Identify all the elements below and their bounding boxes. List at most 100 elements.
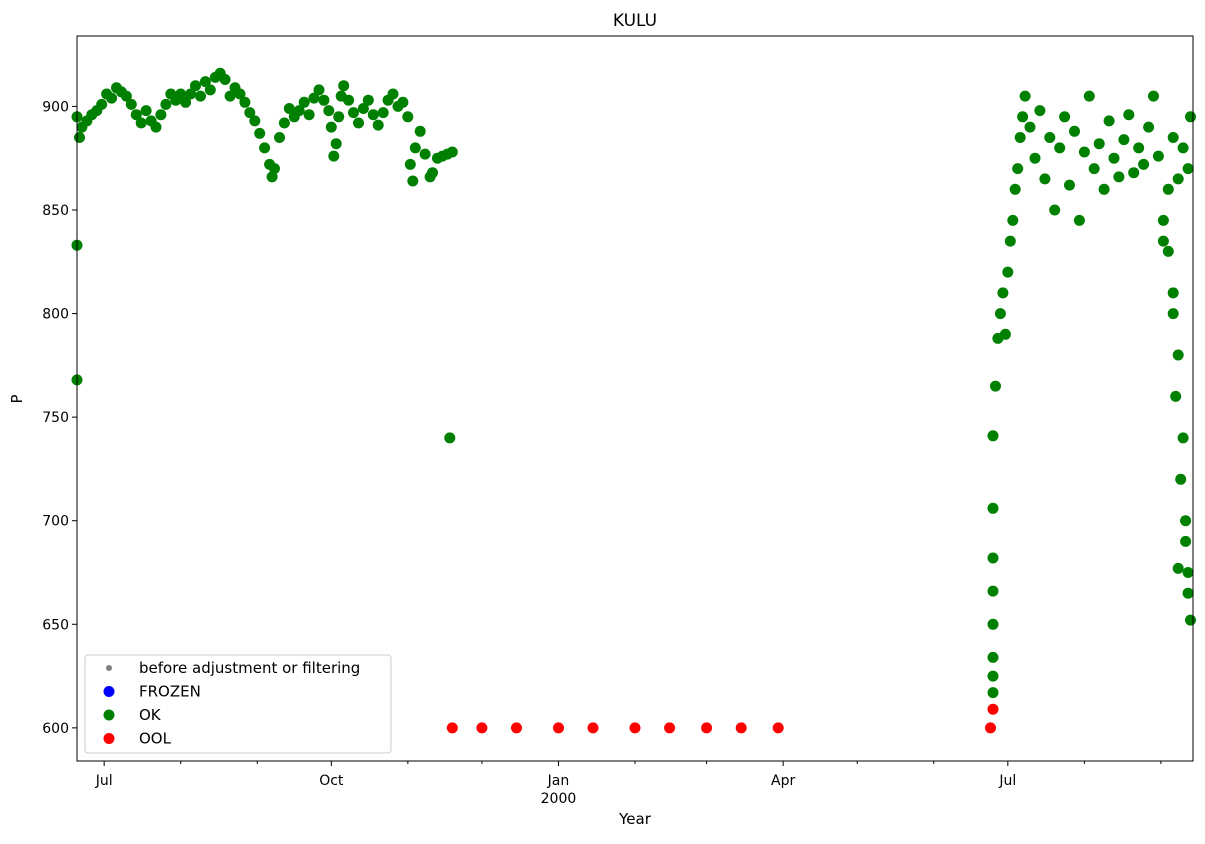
- point-ok: [1133, 142, 1145, 154]
- point-ok: [1118, 134, 1130, 146]
- point-ok: [1069, 125, 1080, 137]
- y-tick-label: 750: [42, 410, 69, 426]
- point-ok: [1017, 111, 1029, 123]
- point-ok: [274, 132, 285, 143]
- point-ok: [96, 98, 108, 110]
- point-ok: [1088, 163, 1100, 175]
- point-ok: [348, 107, 359, 119]
- x-tick-label: Apr: [771, 773, 795, 789]
- point-ok: [1172, 562, 1184, 574]
- point-ok: [357, 103, 369, 114]
- point-ok: [1148, 90, 1159, 102]
- point-ok: [333, 111, 345, 123]
- x-axis-label: Year: [618, 810, 652, 828]
- point-ok: [1002, 266, 1014, 278]
- point-ool: [476, 722, 488, 734]
- point-ok: [293, 105, 305, 117]
- point-ok: [150, 121, 162, 133]
- point-ok: [1162, 245, 1174, 257]
- y-tick-label: 650: [42, 617, 69, 633]
- point-ok: [377, 107, 389, 119]
- point-ok: [427, 167, 438, 179]
- point-ok: [387, 88, 399, 100]
- point-ool: [446, 722, 458, 734]
- point-ok: [407, 175, 419, 187]
- point-ok: [997, 287, 1009, 299]
- point-ok: [367, 109, 379, 121]
- point-ok: [987, 651, 999, 663]
- point-ok: [343, 94, 355, 106]
- legend-label: before adjustment or filtering: [139, 659, 360, 677]
- point-ok: [1185, 614, 1196, 626]
- point-ok: [244, 107, 256, 119]
- point-ool: [735, 722, 747, 734]
- point-ok: [298, 96, 310, 108]
- point-ok: [303, 109, 315, 121]
- point-ok: [1180, 535, 1192, 547]
- point-ok: [259, 142, 271, 154]
- point-ok: [1167, 287, 1179, 299]
- point-ok: [1123, 109, 1135, 121]
- point-ok: [1157, 235, 1169, 247]
- y-tick-label: 700: [42, 514, 69, 530]
- point-ok: [175, 88, 187, 100]
- point-ok: [140, 105, 152, 117]
- point-ok: [328, 150, 340, 162]
- legend-marker: [103, 686, 115, 697]
- point-ok: [199, 76, 211, 88]
- point-ok: [444, 432, 456, 444]
- point-ok: [1019, 90, 1031, 102]
- point-ok: [414, 125, 426, 137]
- point-ok: [419, 148, 431, 160]
- point-ok: [1012, 163, 1024, 175]
- point-ok: [1078, 146, 1090, 158]
- y-tick-label: 850: [42, 203, 69, 219]
- point-ok: [1167, 308, 1179, 320]
- point-ok: [190, 80, 201, 92]
- point-ok: [330, 138, 342, 150]
- legend: before adjustment or filtering FROZEN OK OO…: [84, 654, 392, 754]
- point-ok: [266, 171, 278, 183]
- point-ok: [987, 552, 999, 564]
- point-ok: [1172, 349, 1184, 361]
- point-ok: [278, 117, 290, 129]
- point-ok: [1044, 132, 1056, 143]
- x-tick-label: Jul: [95, 773, 113, 789]
- point-ok: [338, 80, 350, 92]
- legend-label: FROZEN: [139, 683, 201, 701]
- point-ool: [553, 722, 564, 734]
- point-ok: [325, 121, 337, 133]
- point-ok: [409, 142, 421, 154]
- point-ok: [1083, 90, 1095, 102]
- point-ok: [155, 109, 167, 121]
- point-ok: [1177, 142, 1189, 154]
- point-ok: [1157, 214, 1169, 226]
- point-ok: [362, 94, 374, 106]
- x-tick-label: Oct: [319, 773, 344, 789]
- point-ok: [1113, 171, 1125, 183]
- x-tick-sublabel: 2000: [541, 791, 577, 807]
- point-ok: [1014, 132, 1026, 143]
- point-ool: [511, 722, 522, 734]
- point-ok: [402, 111, 414, 123]
- point-ool: [664, 722, 676, 734]
- point-ok: [1024, 121, 1036, 133]
- legend-marker: [106, 665, 112, 671]
- point-ok: [1108, 152, 1120, 164]
- point-ok: [1182, 567, 1194, 578]
- point-ok: [1059, 111, 1071, 123]
- y-tick-label: 600: [42, 721, 69, 737]
- point-ok: [106, 92, 118, 104]
- point-ok: [987, 585, 999, 597]
- point-ok: [1180, 515, 1192, 527]
- point-ok: [160, 98, 172, 110]
- point-ok: [1007, 214, 1019, 226]
- axis-ticks: 600 650 700 750 800 850 900 Jul Oct Jan 2000 Apr Jul: [42, 99, 1162, 807]
- point-ok: [204, 84, 216, 96]
- point-ok: [999, 328, 1011, 340]
- point-ok: [120, 90, 132, 102]
- point-ool: [701, 722, 713, 734]
- point-ok: [1103, 115, 1115, 127]
- legend-marker: [103, 733, 115, 744]
